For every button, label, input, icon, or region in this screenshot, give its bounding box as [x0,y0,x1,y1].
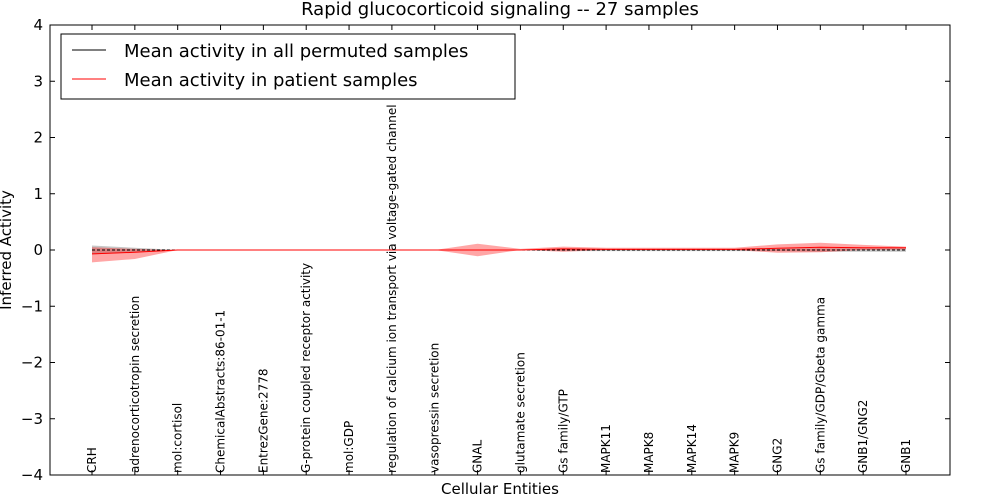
y-axis-label: Inferred Activity [0,190,15,310]
category-label: mol:GDP [342,421,356,473]
category-label: Gs family/GTP [556,389,570,473]
category-label: GNB1 [899,439,913,473]
y-tick-label: 0 [33,241,43,259]
category-label: G-protein coupled receptor activity [299,263,313,473]
y-tick-label: 3 [33,72,43,90]
y-tick-label: −2 [21,354,43,372]
y-tick-label: −3 [21,410,43,428]
y-tick-label: 4 [33,16,43,34]
y-tick-label: −1 [21,297,43,315]
legend-label-permuted: Mean activity in all permuted samples [124,41,468,62]
category-label: MAPK8 [642,432,656,473]
y-tick-label: 1 [33,185,43,203]
legend-box [60,33,516,100]
x-axis-ticks [91,25,907,475]
chart-title: Rapid glucocorticoid signaling -- 27 sam… [301,0,699,20]
category-label: regulation of calcium ion transport via … [385,104,399,473]
category-label: MAPK14 [685,424,699,473]
y-tick-label: −4 [21,466,43,484]
plot-area [91,242,906,263]
category-label: glutamate secretion [513,352,527,473]
category-label: MAPK9 [728,432,742,473]
category-label: ChemicalAbstracts:86-01-1 [214,310,228,473]
category-labels: CRH adrenocorticotropin secretion mol:cort… [85,104,913,473]
category-label: adrenocorticotropin secretion [128,296,142,473]
line-patient-mean [91,246,906,255]
category-label: GNAL [471,440,485,473]
category-label: mol:cortisol [171,403,185,473]
x-axis-label: Cellular Entities [441,480,559,498]
y-tick-label: 2 [33,129,43,147]
confidence-bands [92,242,906,263]
category-label: Gs family/GDP/Gbeta gamma [813,297,827,473]
y-axis-ticks: 4 3 2 1 0 −1 −2 −3 −4 [21,16,950,484]
category-label: CRH [85,447,99,473]
category-label: MAPK11 [599,424,613,473]
band-patient [92,242,906,263]
category-label: vasopressin secretion [428,343,442,473]
category-label: GNB1/GNG2 [856,400,870,473]
legend-label-patient: Mean activity in patient samples [124,70,418,91]
category-label: GNG2 [771,438,785,473]
legend: Mean activity in all permuted samples Me… [60,33,516,100]
category-label: EntrezGene:2778 [256,369,270,474]
series-lines [91,246,906,255]
